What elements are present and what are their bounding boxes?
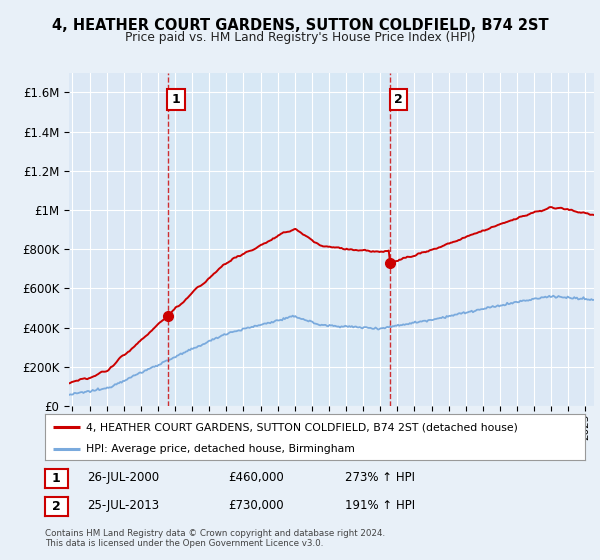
Text: 4, HEATHER COURT GARDENS, SUTTON COLDFIELD, B74 2ST: 4, HEATHER COURT GARDENS, SUTTON COLDFIE… (52, 18, 548, 34)
Text: 25-JUL-2013: 25-JUL-2013 (87, 499, 159, 512)
Text: HPI: Average price, detached house, Birmingham: HPI: Average price, detached house, Birm… (86, 444, 355, 454)
Text: 26-JUL-2000: 26-JUL-2000 (87, 471, 159, 484)
Text: 1: 1 (172, 93, 181, 106)
Text: Price paid vs. HM Land Registry's House Price Index (HPI): Price paid vs. HM Land Registry's House … (125, 31, 475, 44)
Text: 273% ↑ HPI: 273% ↑ HPI (345, 471, 415, 484)
Text: 1: 1 (52, 472, 61, 485)
Text: 2: 2 (52, 500, 61, 513)
Text: Contains HM Land Registry data © Crown copyright and database right 2024.
This d: Contains HM Land Registry data © Crown c… (45, 529, 385, 548)
Bar (167, 73, 390, 406)
Text: 2: 2 (394, 93, 403, 106)
Text: 4, HEATHER COURT GARDENS, SUTTON COLDFIELD, B74 2ST (detached house): 4, HEATHER COURT GARDENS, SUTTON COLDFIE… (86, 422, 517, 432)
Text: 191% ↑ HPI: 191% ↑ HPI (345, 499, 415, 512)
Text: £730,000: £730,000 (228, 499, 284, 512)
Text: £460,000: £460,000 (228, 471, 284, 484)
